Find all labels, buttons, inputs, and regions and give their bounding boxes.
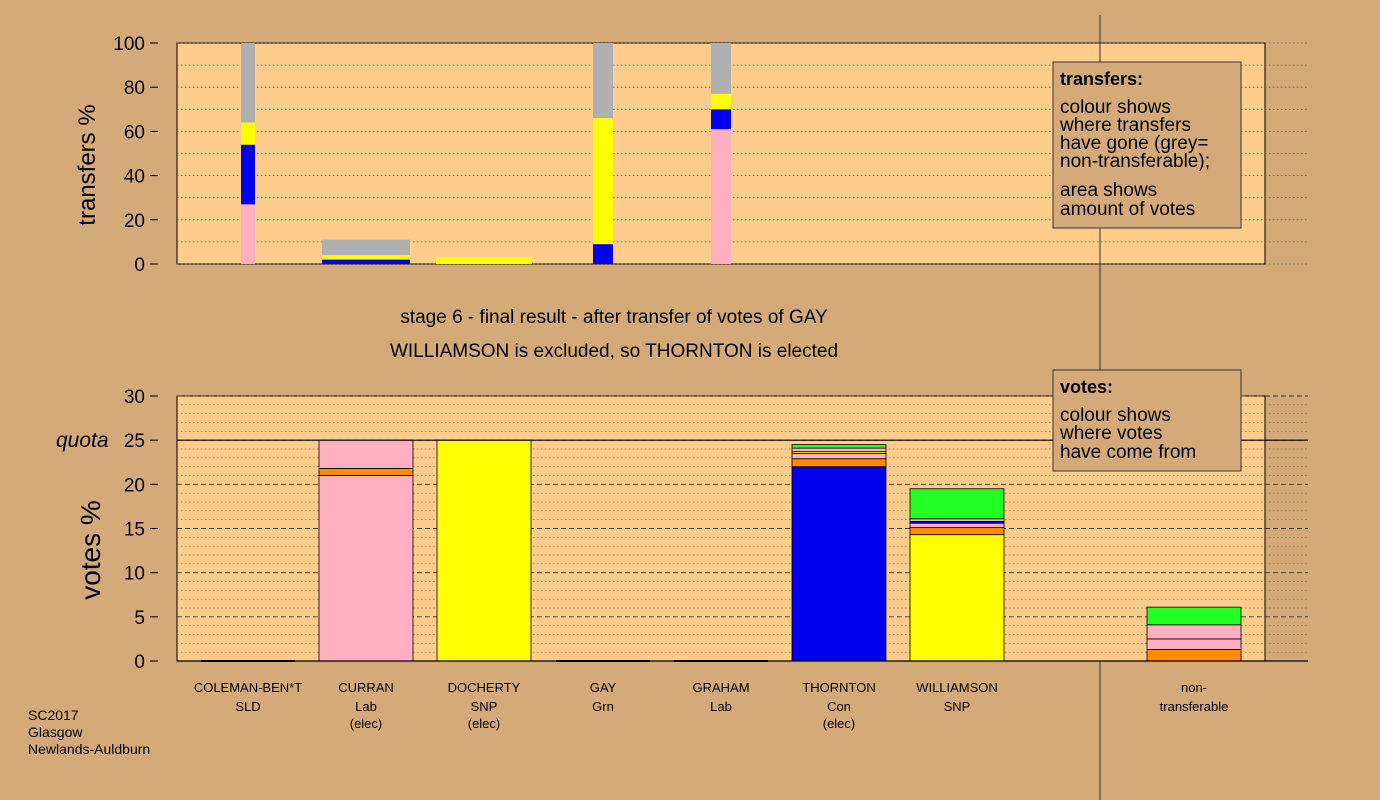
votes-bar-segment [791, 458, 887, 468]
footer-ward: Newlands-Auldburn [28, 741, 150, 757]
candidate-name: GRAHAM [692, 680, 749, 695]
transfers-legend-line: have gone (grey= [1060, 133, 1208, 154]
transfers-y-ticks: 0 20 40 60 80 100 [113, 34, 158, 276]
transfers-legend-title: transfers: [1060, 69, 1143, 89]
transfers-legend: transfers: colour shows where transfers … [1052, 61, 1242, 229]
votes-legend-line: have come from [1060, 442, 1196, 463]
transfers-legend-line: non-transferable); [1060, 151, 1210, 172]
votes-bar-segment [318, 439, 414, 469]
votes-bar-segment [1146, 638, 1242, 650]
votes-bar-segment [909, 488, 1005, 520]
votes-y-tick-label: 30 [124, 387, 145, 408]
footer: SC2017 Glasgow Newlands-Auldburn [28, 707, 150, 757]
candidate-party: Lab [710, 699, 732, 714]
transfers-bar-segment [241, 204, 255, 264]
votes-bars [201, 439, 1242, 662]
votes-legend: votes: colour shows where votes have com… [1052, 369, 1242, 472]
votes-bar-segment [909, 527, 1005, 536]
votes-bar-segment [791, 466, 887, 662]
transfers-bar-segment [241, 144, 255, 205]
transfers-legend-line: amount of votes [1060, 199, 1195, 220]
votes-legend-box [1052, 369, 1242, 472]
candidate-party: transferable [1160, 699, 1229, 714]
candidate-name: DOCHERTY [448, 680, 521, 695]
votes-bar-segment [1146, 624, 1242, 640]
votes-bar-segment [909, 534, 1005, 662]
candidate-name: COLEMAN-BEN*T [194, 680, 302, 695]
transfers-bar-segment [593, 118, 613, 245]
votes-legend-line: where votes [1059, 423, 1162, 444]
votes-legend-line: colour shows [1060, 405, 1171, 426]
votes-y-tick-label: 5 [134, 608, 145, 629]
candidate-party: SNP [471, 699, 498, 714]
votes-bar-segment [909, 522, 1005, 529]
votes-bar-segment [318, 468, 414, 476]
votes-y-axis-label: votes % [75, 500, 106, 600]
votes-bar-segment [318, 475, 414, 662]
candidate-party: Grn [592, 699, 614, 714]
candidate-party: Lab [355, 699, 377, 714]
votes-legend-title: votes: [1060, 377, 1113, 397]
transfers-y-tick-label: 80 [124, 78, 145, 99]
transfers-bar-segment [711, 109, 731, 130]
transfers-bar-segment [711, 93, 731, 110]
candidate-labels: COLEMAN-BEN*T SLD CURRAN Lab (elec) DOCHERTY S… [194, 680, 1229, 731]
votes-panel: 0 5 10 15 20 25 30 quota votes % [56, 387, 1308, 673]
transfers-y-tick-label: 100 [113, 34, 145, 55]
transfers-y-tick-label: 60 [124, 122, 145, 143]
candidate-status: (elec) [350, 716, 383, 731]
candidate-name: THORNTON [802, 680, 875, 695]
transfers-legend-box [1052, 61, 1242, 229]
votes-bar-segment [436, 439, 532, 662]
votes-y-ticks: 0 5 10 15 20 25 30 [124, 387, 158, 673]
transfers-bar-segment [322, 259, 410, 264]
candidate-name: CURRAN [338, 680, 394, 695]
candidate-name: WILLIAMSON [916, 680, 998, 695]
quota-label: quota [56, 429, 109, 452]
candidate-party: SLD [235, 699, 260, 714]
votes-y-tick-label: 15 [124, 520, 145, 541]
stage-subtitle: WILLIAMSON is excluded, so THORNTON is e… [390, 341, 838, 362]
transfers-bar-segment [322, 239, 410, 256]
votes-bar-segment [791, 447, 887, 453]
votes-y-tick-label: 10 [124, 564, 145, 585]
candidate-name: GAY [590, 680, 617, 695]
votes-bar-segment [791, 444, 887, 449]
votes-y-tick-label: 20 [124, 475, 145, 496]
votes-bar-segment [1146, 649, 1242, 662]
footer-election: SC2017 [28, 707, 79, 723]
votes-y-tick-label: 0 [134, 652, 145, 673]
votes-bar-segment [1146, 606, 1242, 626]
transfers-y-tick-label: 0 [134, 255, 145, 276]
candidate-party: Con [827, 699, 851, 714]
transfers-legend-line: where transfers [1059, 115, 1191, 136]
transfers-bar-segment [711, 43, 731, 94]
transfers-bar-segment [436, 257, 532, 264]
candidate-party: SNP [944, 699, 971, 714]
transfers-y-axis-label: transfers % [74, 104, 101, 225]
transfers-y-tick-label: 40 [124, 167, 145, 188]
transfers-y-tick-label: 20 [124, 211, 145, 232]
candidate-name: non- [1181, 680, 1207, 695]
transfers-bar-segment [711, 129, 731, 264]
transfers-bar-segment [241, 122, 255, 145]
votes-bar-segment [791, 453, 887, 460]
transfers-legend-line: area shows [1060, 180, 1157, 201]
candidate-status: (elec) [823, 716, 856, 731]
transfers-legend-line: colour shows [1060, 97, 1171, 118]
transfers-bar-segment [593, 43, 613, 119]
transfers-bar-segment [593, 244, 613, 264]
transfers-bar-segment [241, 43, 255, 123]
footer-council: Glasgow [28, 724, 83, 740]
candidate-status: (elec) [468, 716, 501, 731]
stage-title: stage 6 - final result - after transfer … [400, 307, 828, 328]
transfers-bar-segment [322, 255, 410, 260]
votes-y-tick-label: 25 [124, 431, 145, 452]
transfers-bars [241, 43, 731, 264]
